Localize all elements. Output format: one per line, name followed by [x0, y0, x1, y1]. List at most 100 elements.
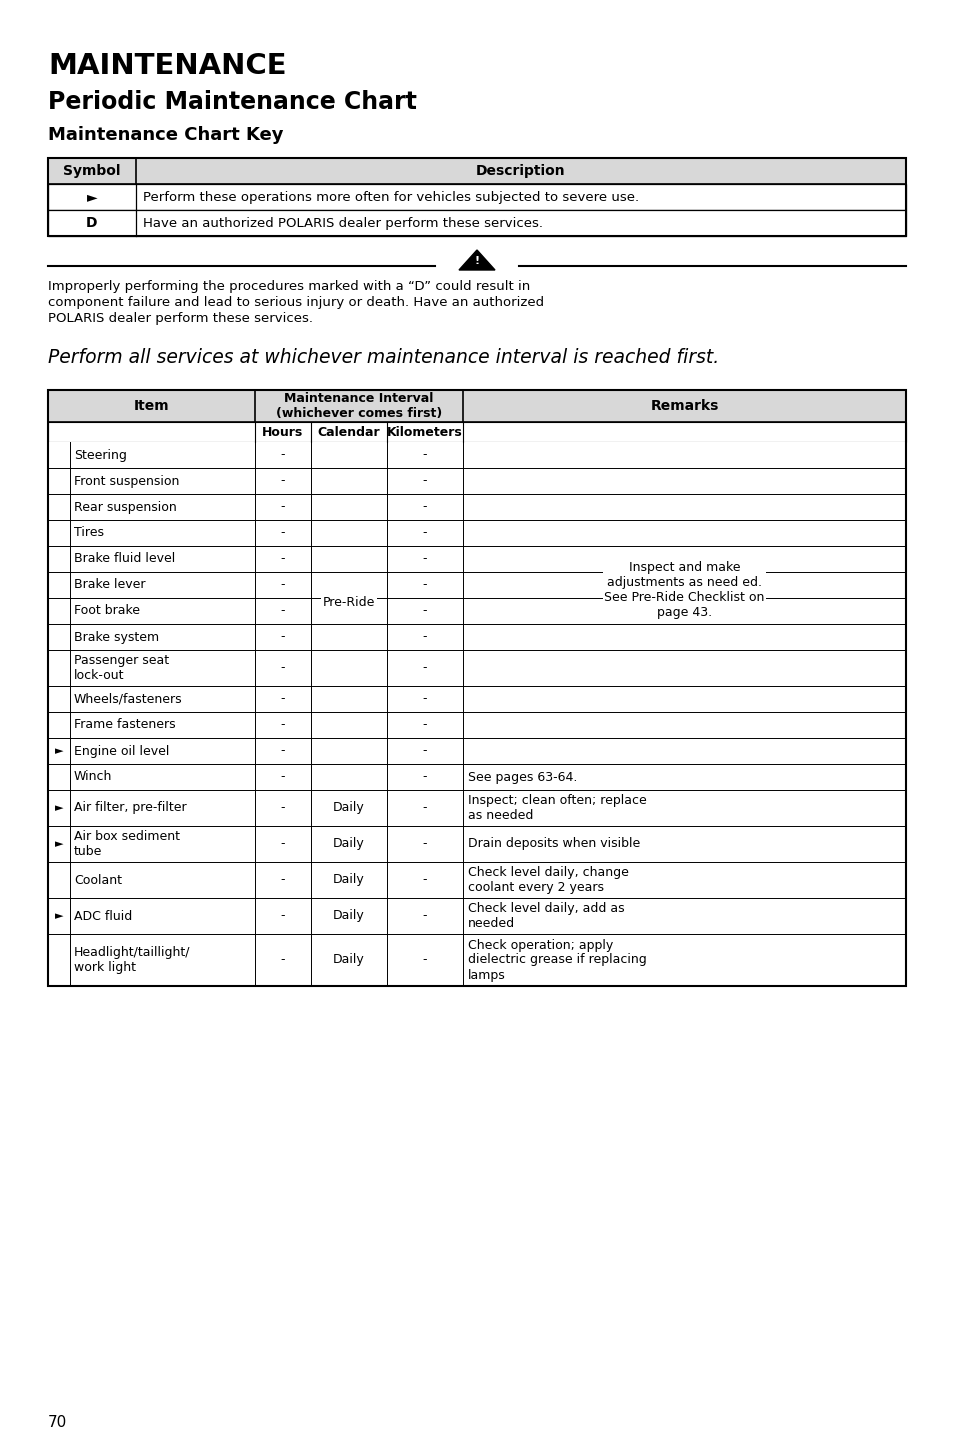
Text: -: - [422, 553, 427, 566]
Text: Daily: Daily [333, 910, 364, 922]
Bar [48, 521, 905, 547]
Text: Maintenance Chart Key: Maintenance Chart Key [48, 126, 283, 144]
Text: Remarks: Remarks [650, 398, 718, 413]
Text: -: - [422, 662, 427, 675]
Bar [48, 571, 905, 598]
Text: Check level daily, change
coolant every 2 years: Check level daily, change coolant every … [468, 867, 628, 894]
Text: -: - [422, 838, 427, 851]
Bar [48, 494, 905, 521]
Text: -: - [422, 771, 427, 784]
Text: -: - [422, 631, 427, 644]
Text: Foot brake: Foot brake [74, 605, 140, 618]
Text: Symbol: Symbol [63, 164, 121, 177]
Text: -: - [280, 874, 285, 887]
Text: -: - [280, 692, 285, 705]
Text: -: - [280, 553, 285, 566]
Text: -: - [280, 526, 285, 539]
Text: -: - [422, 579, 427, 592]
Text: -: - [280, 631, 285, 644]
Text: ADC fluid: ADC fluid [74, 910, 132, 922]
Bar [48, 390, 905, 986]
Text: -: - [280, 838, 285, 851]
Text: Perform all services at whichever maintenance interval is reached first.: Perform all services at whichever mainte… [48, 348, 719, 366]
Text: -: - [422, 744, 427, 758]
Bar [48, 899, 905, 933]
Bar [48, 650, 905, 686]
Text: Coolant: Coolant [74, 874, 122, 887]
Text: -: - [422, 718, 427, 731]
Text: -: - [422, 692, 427, 705]
Text: Pre-Ride: Pre-Ride [322, 596, 375, 609]
Text: -: - [422, 474, 427, 487]
Text: Daily: Daily [333, 801, 364, 814]
Text: MAINTENANCE: MAINTENANCE [48, 52, 286, 80]
Text: Air box sediment
tube: Air box sediment tube [74, 830, 180, 858]
Bar [48, 598, 905, 624]
Text: Have an authorized POLARIS dealer perform these services.: Have an authorized POLARIS dealer perfor… [143, 217, 542, 230]
Text: Tires: Tires [74, 526, 104, 539]
Text: Wheels/fasteners: Wheels/fasteners [74, 692, 182, 705]
Text: -: - [422, 954, 427, 967]
Text: Passenger seat
lock-out: Passenger seat lock-out [74, 654, 169, 682]
Text: -: - [280, 448, 285, 461]
Text: See pages 63-64.: See pages 63-64. [468, 771, 577, 784]
Text: -: - [422, 874, 427, 887]
Bar [48, 624, 905, 650]
Bar [48, 790, 905, 826]
Text: Check level daily, add as
needed: Check level daily, add as needed [468, 901, 624, 931]
Bar [48, 185, 905, 209]
Polygon shape [458, 250, 495, 270]
Bar [48, 862, 905, 899]
Bar [48, 158, 905, 185]
Text: -: - [280, 801, 285, 814]
Text: -: - [422, 500, 427, 513]
Text: -: - [422, 605, 427, 618]
Text: -: - [422, 448, 427, 461]
Bar [48, 739, 905, 763]
Text: Rear suspension: Rear suspension [74, 500, 176, 513]
Text: Calendar: Calendar [317, 426, 380, 439]
Text: ►: ► [54, 912, 63, 920]
Text: Brake fluid level: Brake fluid level [74, 553, 175, 566]
Text: D: D [86, 217, 97, 230]
Text: Maintenance Interval
(whichever comes first): Maintenance Interval (whichever comes fi… [275, 391, 441, 420]
Bar [48, 422, 905, 442]
Text: Brake system: Brake system [74, 631, 159, 644]
Text: -: - [280, 579, 285, 592]
Bar [48, 158, 905, 236]
Text: -: - [280, 662, 285, 675]
Text: -: - [280, 910, 285, 922]
Text: Winch: Winch [74, 771, 112, 784]
Text: Frame fasteners: Frame fasteners [74, 718, 175, 731]
Text: -: - [422, 801, 427, 814]
Text: Improperly performing the procedures marked with a “D” could result in: Improperly performing the procedures mar… [48, 281, 530, 294]
Text: Inspect; clean often; replace
as needed: Inspect; clean often; replace as needed [468, 794, 646, 822]
Text: Brake lever: Brake lever [74, 579, 146, 592]
Text: ►: ► [54, 746, 63, 756]
Text: -: - [280, 605, 285, 618]
Bar [48, 442, 905, 468]
Bar [48, 933, 905, 986]
Text: Drain deposits when visible: Drain deposits when visible [468, 838, 639, 851]
Text: Perform these operations more often for vehicles subjected to severe use.: Perform these operations more often for … [143, 190, 639, 204]
Text: -: - [280, 718, 285, 731]
Text: -: - [280, 744, 285, 758]
Text: Front suspension: Front suspension [74, 474, 179, 487]
Text: ►: ► [54, 839, 63, 849]
Text: Item: Item [133, 398, 169, 413]
Text: Daily: Daily [333, 838, 364, 851]
Bar [48, 686, 905, 712]
Text: 70: 70 [48, 1415, 67, 1429]
Text: POLARIS dealer perform these services.: POLARIS dealer perform these services. [48, 313, 313, 326]
Bar [48, 390, 905, 422]
Text: Check operation; apply
dielectric grease if replacing
lamps: Check operation; apply dielectric grease… [468, 938, 646, 981]
Text: -: - [280, 954, 285, 967]
Text: !: ! [474, 256, 479, 266]
Bar [48, 468, 905, 494]
Text: -: - [280, 500, 285, 513]
Text: -: - [422, 910, 427, 922]
Bar [48, 209, 905, 236]
Bar [48, 547, 905, 571]
Text: ►: ► [87, 190, 97, 204]
Text: Air filter, pre-filter: Air filter, pre-filter [74, 801, 187, 814]
